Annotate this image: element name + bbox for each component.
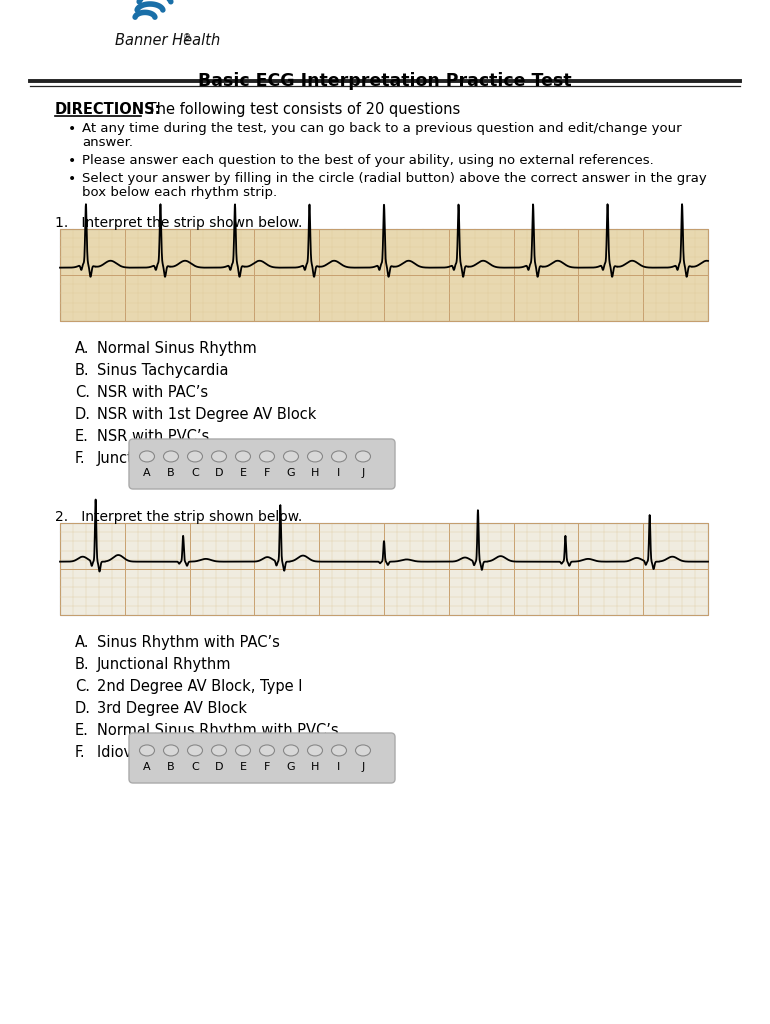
Text: H: H — [311, 468, 320, 478]
Text: E: E — [239, 468, 246, 478]
Text: C: C — [191, 762, 199, 772]
Text: ®: ® — [183, 33, 191, 42]
Text: Basic ECG Interpretation Practice Test: Basic ECG Interpretation Practice Test — [198, 72, 572, 90]
Text: DIRECTIONS:: DIRECTIONS: — [55, 102, 162, 117]
Ellipse shape — [236, 451, 250, 462]
Text: Banner Health: Banner Health — [115, 33, 220, 48]
Text: •: • — [68, 154, 76, 168]
FancyBboxPatch shape — [129, 733, 395, 783]
Ellipse shape — [212, 451, 226, 462]
Ellipse shape — [332, 744, 346, 756]
Text: E.: E. — [75, 723, 89, 738]
Ellipse shape — [139, 451, 155, 462]
Text: answer.: answer. — [82, 136, 133, 150]
Text: F.: F. — [75, 451, 85, 466]
Ellipse shape — [188, 744, 203, 756]
Ellipse shape — [356, 744, 370, 756]
Text: F.: F. — [75, 745, 85, 760]
Text: F: F — [264, 468, 270, 478]
Ellipse shape — [139, 744, 155, 756]
Text: D: D — [215, 762, 223, 772]
Text: B: B — [167, 762, 175, 772]
Text: •: • — [68, 172, 76, 186]
Text: D: D — [215, 468, 223, 478]
Text: 2.   Interpret the strip shown below.: 2. Interpret the strip shown below. — [55, 510, 303, 524]
FancyBboxPatch shape — [129, 439, 395, 489]
Text: I: I — [337, 468, 340, 478]
Text: At any time during the test, you can go back to a previous question and edit/cha: At any time during the test, you can go … — [82, 122, 681, 135]
Text: •: • — [68, 122, 76, 136]
Text: E: E — [239, 762, 246, 772]
Ellipse shape — [259, 451, 274, 462]
Text: 2nd Degree AV Block, Type I: 2nd Degree AV Block, Type I — [97, 679, 303, 694]
Text: J: J — [361, 468, 365, 478]
Text: box below each rhythm strip.: box below each rhythm strip. — [82, 186, 277, 199]
Text: Idioventricular Rhythm: Idioventricular Rhythm — [97, 745, 265, 760]
Text: B: B — [167, 468, 175, 478]
Ellipse shape — [188, 451, 203, 462]
Ellipse shape — [163, 451, 179, 462]
Text: A: A — [143, 468, 151, 478]
Text: C.: C. — [75, 679, 90, 694]
Text: Normal Sinus Rhythm: Normal Sinus Rhythm — [97, 341, 256, 356]
Ellipse shape — [212, 744, 226, 756]
Text: The following test consists of 20 questions: The following test consists of 20 questi… — [143, 102, 460, 117]
Text: G: G — [286, 762, 296, 772]
Text: NSR with 1st Degree AV Block: NSR with 1st Degree AV Block — [97, 407, 316, 422]
Text: Junctional Tachycardia: Junctional Tachycardia — [97, 451, 261, 466]
Text: J: J — [361, 762, 365, 772]
Ellipse shape — [307, 744, 323, 756]
Text: B.: B. — [75, 362, 89, 378]
Text: Please answer each question to the best of your ability, using no external refer: Please answer each question to the best … — [82, 154, 654, 167]
Ellipse shape — [163, 744, 179, 756]
Text: A.: A. — [75, 635, 89, 650]
Text: C: C — [191, 468, 199, 478]
Text: Sinus Tachycardia: Sinus Tachycardia — [97, 362, 229, 378]
Text: 3rd Degree AV Block: 3rd Degree AV Block — [97, 701, 247, 716]
Text: G: G — [286, 468, 296, 478]
Text: I: I — [337, 762, 340, 772]
Text: Junctional Rhythm: Junctional Rhythm — [97, 657, 232, 672]
Text: A.: A. — [75, 341, 89, 356]
Text: E.: E. — [75, 429, 89, 444]
Text: Normal Sinus Rhythm with PVC’s: Normal Sinus Rhythm with PVC’s — [97, 723, 339, 738]
Text: F: F — [264, 762, 270, 772]
Text: NSR with PVC’s: NSR with PVC’s — [97, 429, 209, 444]
Ellipse shape — [283, 744, 299, 756]
Text: NSR with PAC’s: NSR with PAC’s — [97, 385, 208, 400]
Text: D.: D. — [75, 701, 91, 716]
Ellipse shape — [236, 744, 250, 756]
Ellipse shape — [356, 451, 370, 462]
Text: H: H — [311, 762, 320, 772]
Text: B.: B. — [75, 657, 89, 672]
Text: Sinus Rhythm with PAC’s: Sinus Rhythm with PAC’s — [97, 635, 280, 650]
Text: Select your answer by filling in the circle (radial button) above the correct an: Select your answer by filling in the cir… — [82, 172, 707, 185]
Ellipse shape — [332, 451, 346, 462]
Bar — [60, 523, 708, 615]
Text: 1.   Interpret the strip shown below.: 1. Interpret the strip shown below. — [55, 216, 303, 230]
Ellipse shape — [259, 744, 274, 756]
Text: C.: C. — [75, 385, 90, 400]
Ellipse shape — [283, 451, 299, 462]
Bar — [60, 229, 708, 321]
Text: A: A — [143, 762, 151, 772]
Text: D.: D. — [75, 407, 91, 422]
Ellipse shape — [307, 451, 323, 462]
